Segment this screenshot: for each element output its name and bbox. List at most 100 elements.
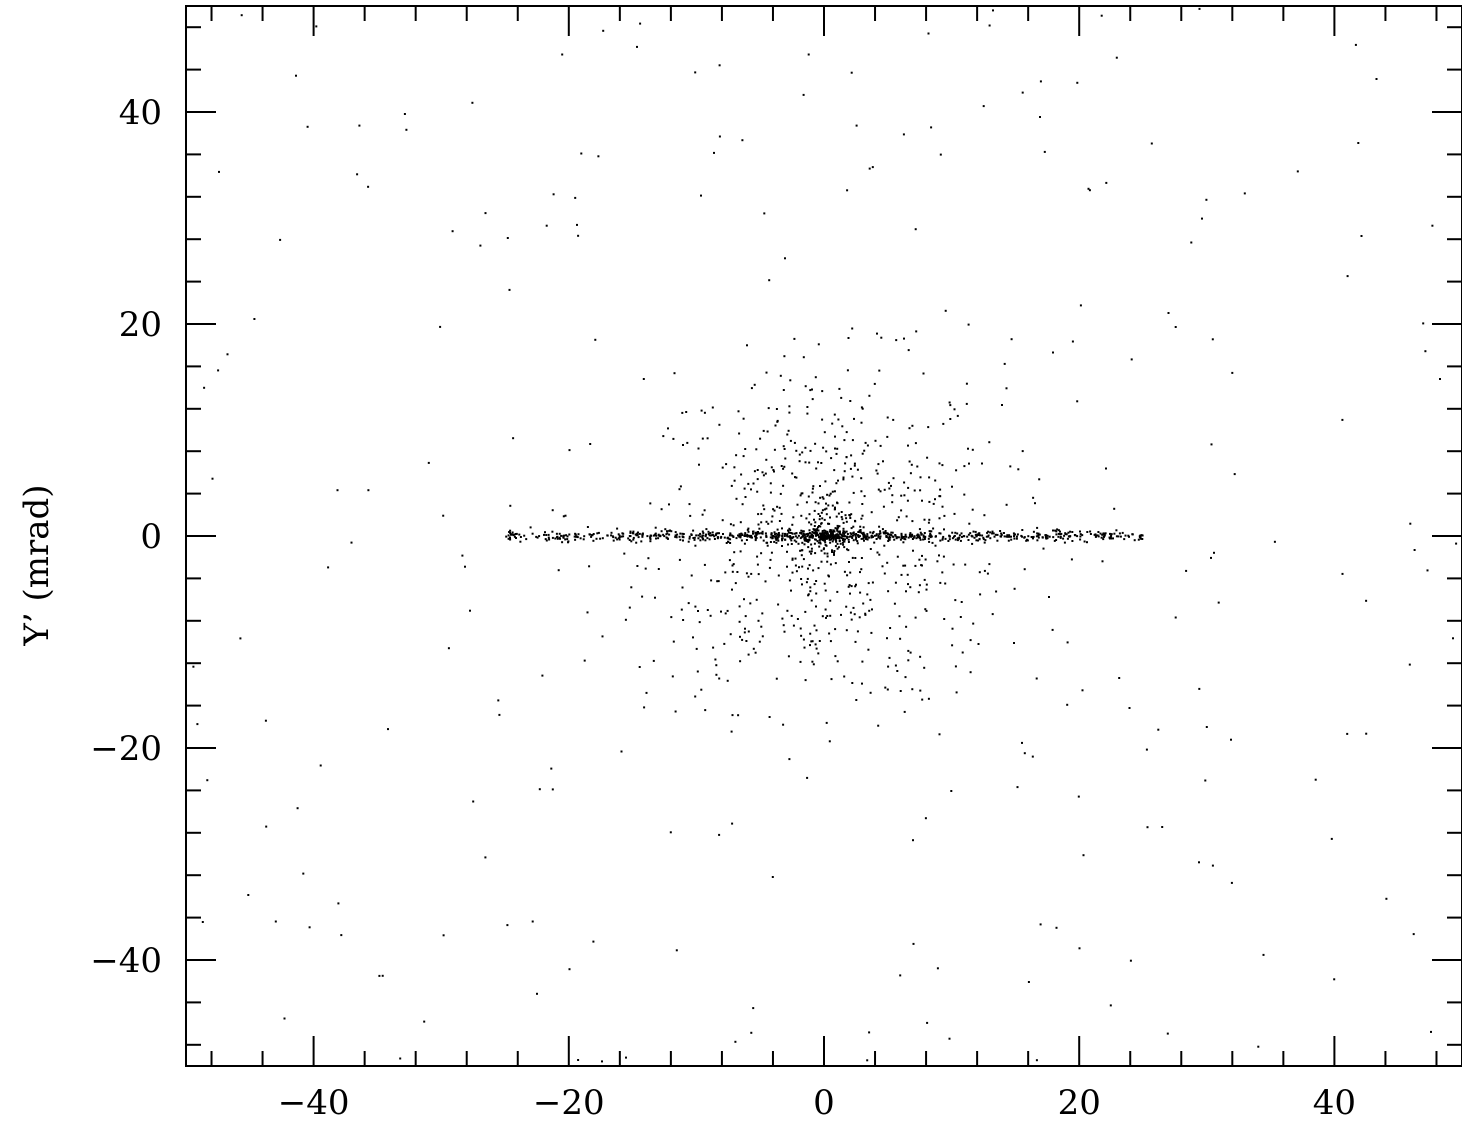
data-point — [890, 534, 893, 536]
data-point — [211, 477, 214, 480]
data-point — [974, 530, 977, 533]
data-point — [813, 532, 816, 535]
data-point — [788, 758, 791, 761]
data-point — [947, 540, 950, 542]
data-point — [714, 534, 717, 537]
data-point — [858, 529, 861, 532]
data-point — [828, 632, 831, 635]
data-point — [868, 167, 871, 170]
data-point — [821, 496, 824, 499]
data-point — [1015, 535, 1018, 538]
data-point — [992, 532, 995, 535]
data-point — [891, 501, 894, 504]
data-point — [823, 518, 826, 521]
data-point — [776, 528, 779, 531]
data-point — [718, 64, 721, 67]
data-point — [806, 412, 809, 415]
data-point — [864, 536, 867, 538]
data-point — [877, 463, 880, 466]
data-point — [775, 408, 778, 410]
data-point — [699, 539, 702, 542]
data-point — [1076, 81, 1079, 84]
data-point — [718, 423, 721, 426]
data-point — [469, 609, 471, 612]
data-point — [819, 515, 821, 518]
data-point — [747, 530, 750, 533]
data-point — [790, 543, 793, 545]
data-point — [471, 101, 474, 104]
data-point — [786, 550, 788, 553]
data-point — [1038, 478, 1041, 481]
data-point — [834, 508, 836, 510]
data-point — [1110, 537, 1113, 540]
data-point — [1021, 450, 1024, 453]
data-point — [805, 581, 808, 584]
data-point — [795, 449, 798, 452]
data-point — [1071, 340, 1074, 343]
data-point — [843, 470, 846, 473]
data-point — [919, 655, 922, 658]
data-point — [811, 536, 814, 539]
data-point — [804, 446, 807, 449]
data-point — [851, 556, 854, 559]
data-point — [1100, 536, 1103, 539]
data-point — [971, 448, 974, 451]
data-point — [1039, 80, 1042, 83]
data-point — [795, 532, 798, 535]
data-point — [930, 535, 933, 538]
data-point — [628, 606, 631, 609]
data-point — [820, 522, 823, 525]
data-point — [1138, 536, 1141, 539]
data-point — [799, 627, 802, 630]
data-point — [787, 655, 790, 658]
data-point — [804, 536, 807, 539]
data-point — [739, 550, 742, 553]
data-point — [907, 659, 910, 662]
data-point — [674, 531, 677, 534]
data-point — [733, 479, 736, 482]
data-point — [688, 503, 691, 506]
data-point — [919, 489, 922, 492]
data-point — [1346, 732, 1349, 735]
data-point — [873, 541, 876, 544]
data-point — [750, 488, 752, 491]
data-point — [809, 535, 812, 538]
data-point — [883, 532, 886, 535]
data-point — [1006, 534, 1009, 537]
data-point — [1089, 530, 1092, 533]
data-point — [953, 535, 955, 538]
data-point — [731, 564, 734, 567]
data-point — [717, 580, 720, 583]
data-point — [835, 527, 838, 530]
data-point — [1032, 537, 1034, 540]
data-point — [823, 582, 826, 585]
data-point — [1128, 707, 1131, 709]
data-point — [825, 544, 828, 547]
data-point — [731, 714, 734, 717]
data-point — [721, 466, 724, 469]
data-point — [442, 934, 445, 937]
data-point — [801, 549, 804, 552]
data-point — [512, 437, 515, 440]
data-point — [773, 448, 776, 451]
data-point — [911, 424, 914, 427]
data-point — [811, 660, 814, 663]
data-point — [1409, 522, 1412, 525]
data-point — [1012, 532, 1015, 535]
data-point — [1455, 542, 1458, 545]
data-point — [724, 571, 727, 574]
data-point — [919, 689, 922, 692]
data-point — [614, 536, 617, 539]
data-point — [827, 522, 829, 525]
data-point — [1412, 933, 1415, 936]
data-point — [561, 541, 564, 544]
data-point — [617, 533, 620, 536]
data-point — [1273, 540, 1276, 543]
data-point — [835, 540, 838, 543]
data-point — [674, 710, 677, 713]
data-point — [800, 492, 803, 495]
data-point — [969, 639, 972, 642]
data-point — [922, 372, 925, 375]
data-point — [862, 532, 865, 535]
data-point — [1230, 738, 1232, 741]
